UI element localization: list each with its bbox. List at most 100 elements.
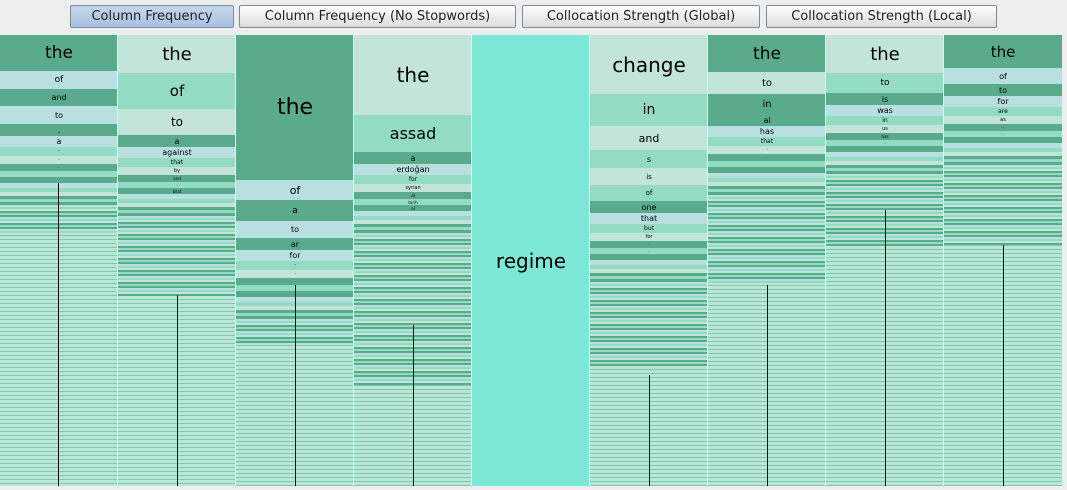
word-stripe[interactable] xyxy=(590,318,708,320)
word-stripe[interactable] xyxy=(0,205,118,207)
word-stripe[interactable] xyxy=(590,312,708,314)
word-stripe[interactable] xyxy=(118,264,236,266)
word-stripe[interactable] xyxy=(590,298,708,300)
word-stripe[interactable] xyxy=(590,300,708,302)
word-stripe[interactable] xyxy=(708,243,826,245)
word-stripe[interactable] xyxy=(354,211,472,216)
word-cell[interactable]: · xyxy=(944,124,1062,131)
word-stripe[interactable] xyxy=(708,225,826,227)
word-stripe[interactable] xyxy=(944,197,1062,199)
collocation-strength-local-button[interactable]: Collocation Strength (Local) xyxy=(766,5,997,28)
word-stripe[interactable] xyxy=(590,326,708,328)
word-column-7[interactable]: the to in al has that · · xyxy=(708,35,826,486)
word-cell[interactable]: and xyxy=(118,175,236,182)
word-cell[interactable]: · xyxy=(0,164,118,171)
word-stripe[interactable] xyxy=(944,203,1062,205)
word-stripe[interactable] xyxy=(0,229,118,231)
word-stripe[interactable] xyxy=(590,314,708,316)
word-cell[interactable]: as xyxy=(944,116,1062,124)
word-stripe[interactable] xyxy=(708,283,826,285)
word-stripe[interactable] xyxy=(944,193,1062,195)
collocation-strength-global-button[interactable]: Collocation Strength (Global) xyxy=(522,5,760,28)
word-stripe[interactable] xyxy=(354,321,472,323)
word-stripe[interactable] xyxy=(590,322,708,324)
word-stripe[interactable] xyxy=(590,340,708,342)
word-cell[interactable]: to xyxy=(118,109,236,135)
word-stripe[interactable] xyxy=(0,217,118,219)
word-stripe[interactable] xyxy=(826,190,944,192)
word-stripe[interactable] xyxy=(944,217,1062,219)
word-stripe[interactable] xyxy=(118,232,236,234)
word-stripe[interactable] xyxy=(354,295,472,297)
word-stripe[interactable] xyxy=(826,182,944,184)
word-cell[interactable]: the xyxy=(944,35,1062,68)
word-stripe[interactable] xyxy=(944,183,1062,185)
word-stripe[interactable] xyxy=(590,288,708,290)
word-stripe[interactable] xyxy=(944,241,1062,243)
word-stripe[interactable] xyxy=(708,249,826,251)
word-stripe[interactable] xyxy=(0,221,118,223)
word-stripe[interactable] xyxy=(944,229,1062,231)
word-stripe[interactable] xyxy=(708,267,826,269)
word-stripe[interactable] xyxy=(944,205,1062,207)
word-stripe[interactable] xyxy=(590,294,708,296)
word-cell[interactable]: and xyxy=(0,89,118,106)
word-cell[interactable]: · xyxy=(236,270,354,278)
word-cell[interactable]: to xyxy=(826,73,944,93)
word-stripe[interactable] xyxy=(0,192,118,196)
column-frequency-button[interactable]: Column Frequency xyxy=(70,5,234,28)
word-stripe[interactable] xyxy=(826,152,944,157)
word-stripe[interactable] xyxy=(354,279,472,281)
word-stripe[interactable] xyxy=(118,286,236,288)
word-stripe[interactable] xyxy=(708,207,826,209)
word-stripe[interactable] xyxy=(118,252,236,254)
word-stripe[interactable] xyxy=(0,227,118,229)
word-stripe[interactable] xyxy=(944,213,1062,215)
word-stripe[interactable] xyxy=(826,180,944,182)
word-stripe[interactable] xyxy=(354,253,472,255)
word-stripe[interactable] xyxy=(944,148,1062,152)
word-cell[interactable]: · xyxy=(708,146,826,154)
word-stripe[interactable] xyxy=(708,277,826,279)
word-stripe[interactable] xyxy=(708,233,826,235)
word-stripe[interactable] xyxy=(354,305,472,307)
word-stripe[interactable] xyxy=(826,171,944,174)
word-stripe[interactable] xyxy=(708,161,826,167)
word-stripe[interactable] xyxy=(590,350,708,352)
word-cell[interactable]: erdoğan xyxy=(354,164,472,175)
word-stripe[interactable] xyxy=(708,205,826,207)
word-stripe[interactable] xyxy=(826,202,944,204)
word-stripe[interactable] xyxy=(0,231,118,233)
word-stripe[interactable] xyxy=(708,269,826,271)
word-stripe[interactable] xyxy=(118,220,236,222)
word-stripe[interactable] xyxy=(118,244,236,246)
word-stripe[interactable] xyxy=(118,224,236,226)
word-stripe[interactable] xyxy=(0,225,118,227)
word-stripe[interactable] xyxy=(826,204,944,206)
word-stripe[interactable] xyxy=(118,218,236,220)
word-stripe[interactable] xyxy=(354,245,472,247)
word-stripe[interactable] xyxy=(590,304,708,306)
word-cell[interactable]: a xyxy=(236,200,354,221)
word-stripe[interactable] xyxy=(354,291,472,293)
word-stripe[interactable] xyxy=(590,292,708,294)
word-stripe[interactable] xyxy=(944,156,1062,159)
word-cell[interactable]: tarih xyxy=(354,199,472,205)
word-stripe[interactable] xyxy=(590,334,708,336)
word-cell[interactable]: of xyxy=(0,71,118,89)
word-stripe[interactable] xyxy=(118,292,236,294)
word-stripe[interactable] xyxy=(708,213,826,215)
word-stripe[interactable] xyxy=(590,358,708,360)
word-stripe[interactable] xyxy=(944,181,1062,183)
word-stripe[interactable] xyxy=(590,346,708,348)
word-stripe[interactable] xyxy=(590,260,708,265)
word-stripe[interactable] xyxy=(354,237,472,239)
word-stripe[interactable] xyxy=(354,216,472,220)
word-stripe[interactable] xyxy=(708,259,826,261)
word-stripe[interactable] xyxy=(708,257,826,259)
word-cell[interactable]: al xyxy=(708,114,826,126)
word-stripe[interactable] xyxy=(826,198,944,200)
word-stripe[interactable] xyxy=(708,197,826,199)
word-stripe[interactable] xyxy=(354,299,472,301)
word-stripe[interactable] xyxy=(708,273,826,275)
